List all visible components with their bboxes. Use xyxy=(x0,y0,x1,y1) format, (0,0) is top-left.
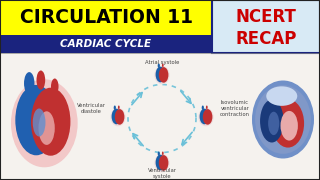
Ellipse shape xyxy=(31,88,70,156)
Ellipse shape xyxy=(156,67,165,82)
Ellipse shape xyxy=(162,64,164,67)
Ellipse shape xyxy=(158,152,160,156)
Ellipse shape xyxy=(110,108,126,126)
Ellipse shape xyxy=(36,71,45,90)
Text: Atrial systole: Atrial systole xyxy=(145,60,179,65)
FancyBboxPatch shape xyxy=(0,53,320,180)
Ellipse shape xyxy=(33,109,45,136)
Text: Ventricular
diastole: Ventricular diastole xyxy=(77,103,106,114)
Ellipse shape xyxy=(51,78,59,94)
Ellipse shape xyxy=(155,66,170,84)
Ellipse shape xyxy=(272,99,304,148)
Ellipse shape xyxy=(158,64,160,68)
Text: Ventricular
systole: Ventricular systole xyxy=(148,168,177,179)
Ellipse shape xyxy=(156,155,165,170)
Ellipse shape xyxy=(268,112,279,135)
Text: CARDIAC CYCLE: CARDIAC CYCLE xyxy=(60,39,152,49)
Ellipse shape xyxy=(252,80,314,159)
Ellipse shape xyxy=(15,85,57,155)
Ellipse shape xyxy=(202,105,204,110)
Ellipse shape xyxy=(266,86,297,106)
FancyBboxPatch shape xyxy=(0,0,212,35)
Text: CIRCULATION 11: CIRCULATION 11 xyxy=(20,8,193,27)
Ellipse shape xyxy=(198,108,214,126)
Ellipse shape xyxy=(162,152,164,155)
Ellipse shape xyxy=(112,109,121,124)
Text: RECAP: RECAP xyxy=(235,30,297,48)
Ellipse shape xyxy=(114,105,116,110)
Text: Isovolumic
ventricular
contraction: Isovolumic ventricular contraction xyxy=(220,100,250,117)
Ellipse shape xyxy=(255,85,311,154)
Ellipse shape xyxy=(118,105,120,109)
Ellipse shape xyxy=(155,154,170,172)
Ellipse shape xyxy=(115,109,124,125)
Ellipse shape xyxy=(11,79,78,167)
Ellipse shape xyxy=(260,100,284,143)
Ellipse shape xyxy=(203,109,212,125)
Ellipse shape xyxy=(206,105,208,109)
Ellipse shape xyxy=(24,72,35,94)
Ellipse shape xyxy=(281,111,298,141)
Ellipse shape xyxy=(159,67,168,83)
FancyBboxPatch shape xyxy=(212,0,320,53)
Text: NCERT: NCERT xyxy=(236,8,296,26)
Ellipse shape xyxy=(200,109,209,124)
Ellipse shape xyxy=(159,155,168,171)
Ellipse shape xyxy=(38,111,55,145)
FancyBboxPatch shape xyxy=(0,35,212,53)
